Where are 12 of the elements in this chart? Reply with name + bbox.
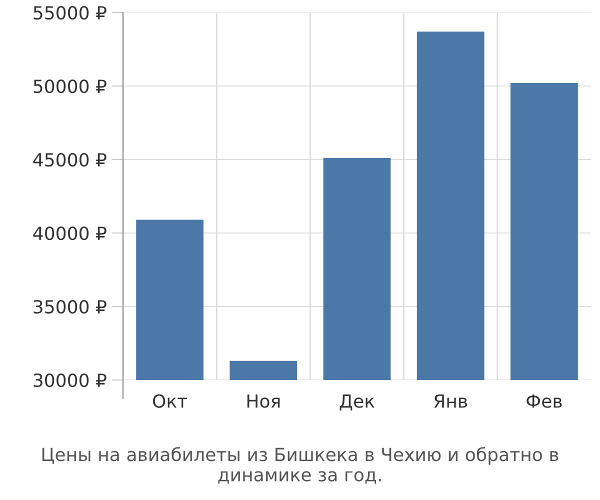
x-tick-label: Ноя: [247, 394, 280, 408]
text: Цены на авиабилеты из Бишкека в Чехию и обратно в динамике за год.: [42, 447, 558, 484]
y-tick-label: 30000 ₽: [34, 373, 106, 388]
x-tick-label: Окт: [152, 394, 188, 408]
y-tick-label: 35000 ₽: [34, 300, 106, 314]
x-tick-label: Дек: [340, 394, 374, 410]
y-tick-label: 45000 ₽: [33, 152, 106, 167]
x-tick-label: Янв: [434, 394, 468, 408]
y-tick-label: 50000 ₽: [34, 79, 106, 94]
y-tick-label: 40000 ₽: [33, 226, 106, 240]
y-tick-label: 55000 ₽: [34, 6, 106, 20]
x-tick-label: Фев: [526, 394, 562, 408]
